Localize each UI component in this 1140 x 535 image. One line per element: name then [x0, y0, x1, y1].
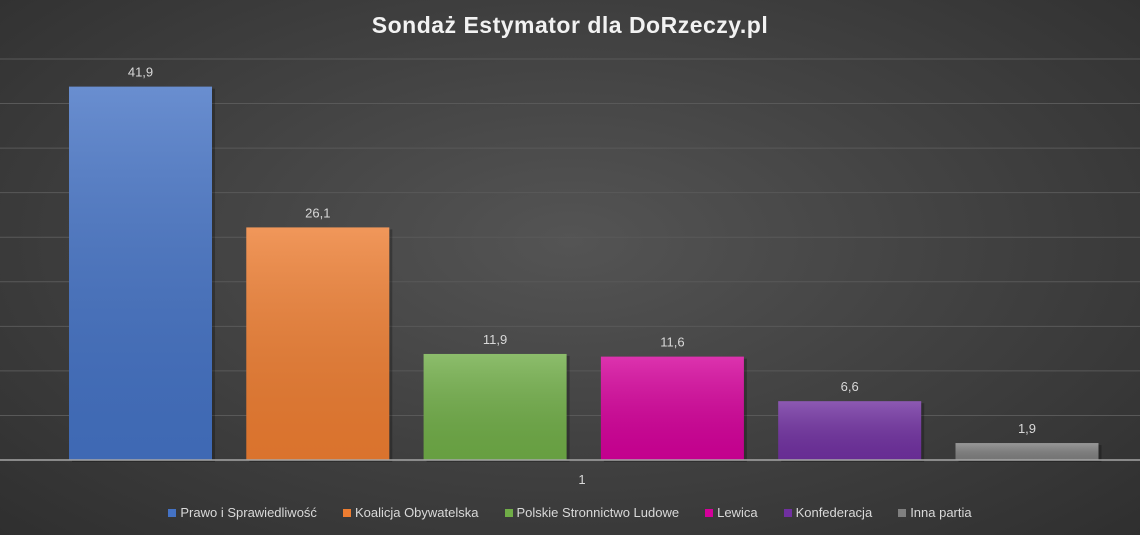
bar-highlight — [246, 227, 390, 460]
legend-item: Koalicja Obywatelska — [342, 505, 479, 520]
legend-swatch — [504, 508, 513, 517]
bar-highlight — [423, 353, 567, 460]
bar-highlight — [69, 86, 212, 460]
legend: Prawo i Sprawiedliwość Koalicja Obywatels… — [0, 505, 1140, 520]
data-label: 6,6 — [841, 379, 859, 394]
legend-item: Konfederacja — [783, 505, 873, 520]
bar-chart: 41,9 26,1 11,9 11,6 6,6 1,9 1 — [0, 58, 1140, 487]
legend-swatch — [783, 508, 792, 517]
bar-highlight — [955, 443, 1099, 460]
legend-swatch — [705, 508, 714, 517]
legend-label: Polskie Stronnictwo Ludowe — [516, 505, 680, 520]
bar-highlight — [600, 356, 744, 460]
legend-swatch — [342, 508, 351, 517]
chart-title: Sondaż Estymator dla DoRzeczy.pl — [371, 12, 769, 38]
legend-label: Lewica — [717, 505, 758, 520]
legend-label: Konfederacja — [795, 505, 873, 520]
legend-label: Prawo i Sprawiedliwość — [180, 505, 317, 520]
legend-item: Prawo i Sprawiedliwość — [168, 505, 317, 520]
data-label: 11,6 — [660, 335, 684, 350]
x-tick-label: 1 — [578, 472, 585, 487]
bar-highlight — [778, 401, 922, 460]
legend-swatch — [168, 508, 177, 517]
legend-item: Polskie Stronnictwo Ludowe — [504, 505, 680, 520]
data-label: 26,1 — [305, 205, 330, 220]
legend-item: Inna partia — [898, 505, 972, 520]
legend-label: Koalicja Obywatelska — [354, 505, 479, 520]
legend-swatch — [898, 508, 907, 517]
data-label: 1,9 — [1018, 421, 1036, 436]
legend-item: Lewica — [705, 505, 758, 520]
data-label: 41,9 — [128, 65, 153, 80]
data-label: 11,9 — [483, 332, 507, 347]
legend-label: Inna partia — [910, 505, 972, 520]
